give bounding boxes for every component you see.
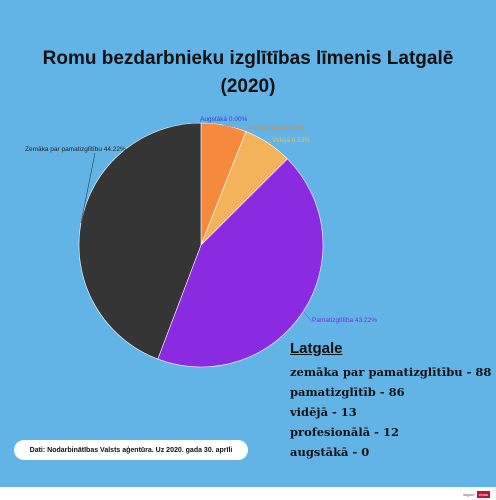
chart-title: Romu bezdarbnieku izglītības līmenis Lat… [0, 45, 496, 101]
slice-leader-line [199, 120, 202, 124]
summary-item: vidējā - 13 [290, 405, 357, 419]
summary-item: profesionālā - 12 [290, 425, 399, 439]
slice-label: Augstākā 0.00% [200, 116, 248, 123]
logo-boxed: ziņas [476, 490, 490, 498]
summary-item: pamatizglītīb - 86 [290, 385, 405, 399]
chart-title-line1: Romu bezdarbnieku izglītības līmenis Lat… [42, 48, 454, 69]
slice-leader-line [268, 141, 273, 144]
summary-panel: Latgale zemāka par pamatizglītību - 88 p… [290, 340, 495, 462]
summary-heading: Latgale [290, 340, 343, 357]
slice-leader-line [303, 311, 313, 323]
summary-item: zemāka par pamatizglītību - 88 [290, 365, 492, 379]
slice-label: Profesionālā 6.00% [248, 125, 305, 132]
logo-prefix: latgale [462, 491, 475, 497]
slice-label: Vidējā 6.53% [272, 137, 310, 144]
slice-label: Pamatizglītība 43.22% [312, 317, 377, 324]
summary-item: augstākā - 0 [290, 445, 370, 459]
slice-leader-line [80, 152, 96, 224]
slice-leader-line [223, 124, 249, 131]
chart-background: Romu bezdarbnieku izglītības līmenis Lat… [0, 0, 496, 487]
chart-title-line2: (2020) [220, 76, 276, 97]
pie-chart: Augstākā 0.00%Profesionālā 6.00% Vidējā 6… [25, 116, 377, 368]
slice-pamatizglitiba [157, 158, 324, 368]
publisher-logo: latgale ziņas [463, 490, 490, 498]
slice-label: Zemāka par pamatizglītību 44.22% [25, 146, 126, 153]
source-note: Dati: Nodarbinātības Valsts aģentūra. Uz… [14, 440, 248, 460]
